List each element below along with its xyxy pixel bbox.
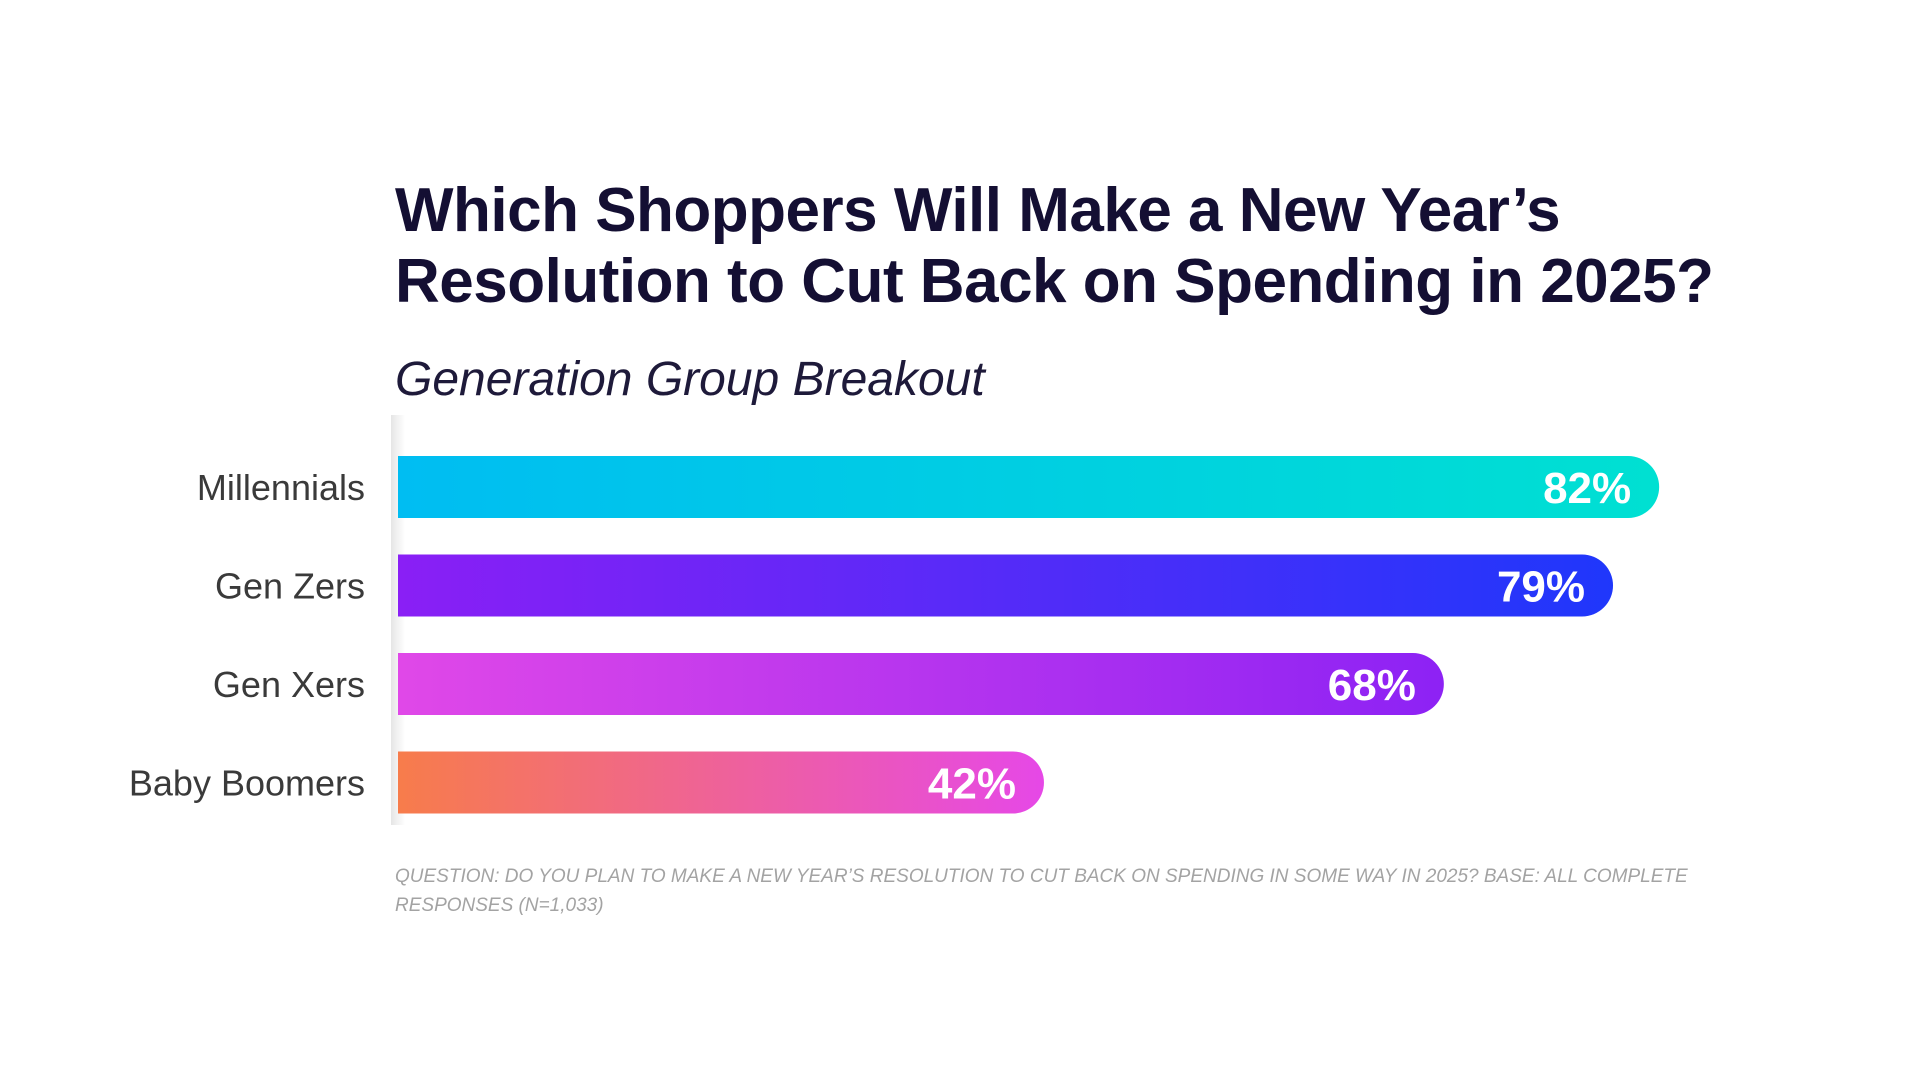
bar-baby-boomers — [398, 751, 1044, 814]
bar-gen-xers — [398, 653, 1444, 715]
value-label: 68% — [1328, 661, 1416, 710]
bar-millennials — [398, 456, 1660, 518]
bar-gen-zers — [398, 554, 1614, 617]
category-label: Millennials — [197, 467, 365, 508]
chart-title: Which Shoppers Will Make a New Year’s Re… — [395, 175, 1845, 317]
bars-group: Millennials 82% Gen Zers 79% Gen Xers 68% Baby… — [129, 456, 1660, 814]
chart-footnote: QUESTION: DO YOU PLAN TO MAKE A NEW YEAR… — [395, 866, 1688, 916]
category-label: Baby Boomers — [129, 763, 365, 804]
chart-subtitle: Generation Group Breakout — [395, 353, 985, 406]
chart-title-line-2: Resolution to Cut Back on Spending in 20… — [395, 247, 1714, 316]
value-label: 79% — [1497, 563, 1585, 612]
value-label: 82% — [1543, 464, 1631, 513]
category-label: Gen Xers — [213, 664, 365, 705]
chart-title-line-1: Which Shoppers Will Make a New Year’s — [395, 176, 1561, 245]
value-label: 42% — [928, 760, 1016, 809]
category-label: Gen Zers — [215, 566, 365, 607]
